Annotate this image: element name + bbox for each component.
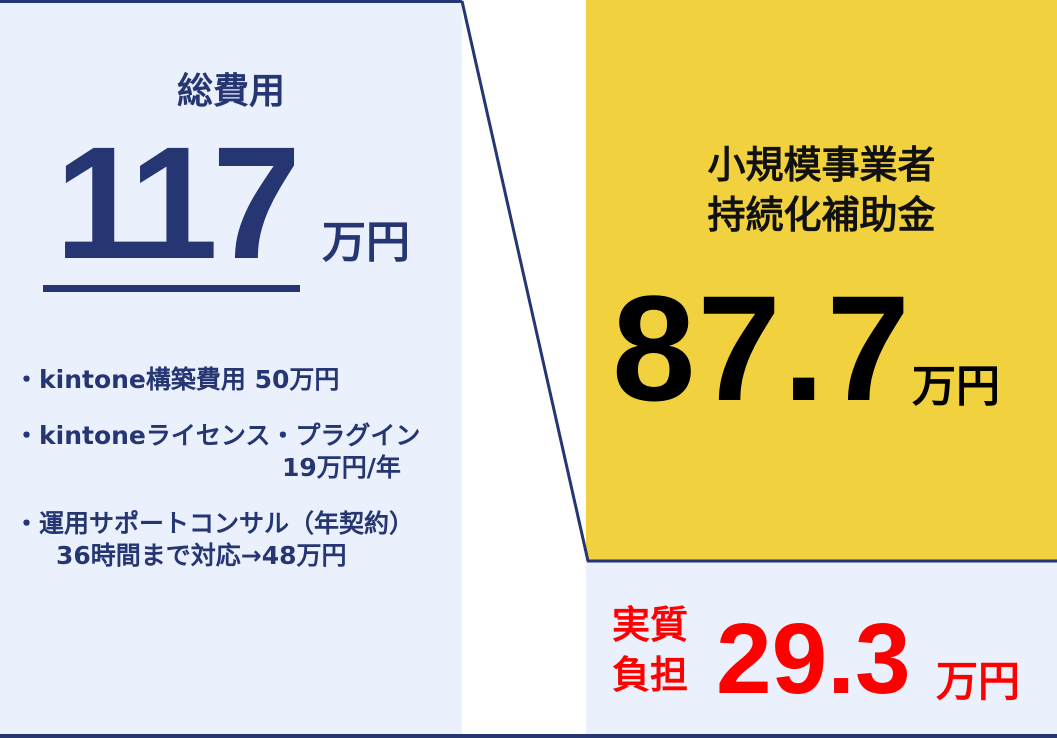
net-cost-panel xyxy=(586,561,1057,738)
cost-item-support-detail: 36時間まで対応→48万円 xyxy=(56,541,347,570)
subsidy-value: 87.7 xyxy=(612,264,912,432)
cost-item-support: ・運用サポートコンサル（年契約） xyxy=(14,509,415,538)
total-cost-title: 総費用 xyxy=(176,71,285,112)
subsidy-panel xyxy=(586,0,1057,561)
cost-item-license: ・kintoneライセンス・プラグイン xyxy=(14,421,421,450)
subsidy-unit: 万円 xyxy=(912,361,1000,412)
cost-item-build: ・kintone構築費用 50万円 xyxy=(14,365,340,394)
net-cost-unit: 万円 xyxy=(936,657,1021,706)
subsidy-title-line2: 持続化補助金 xyxy=(707,193,936,237)
total-cost-value: 117 xyxy=(54,113,301,292)
net-cost-label-line2: 負担 xyxy=(612,653,689,697)
total-cost-underline xyxy=(43,285,300,292)
cost-item-license-price: 19万円/年 xyxy=(282,453,401,482)
total-cost-unit: 万円 xyxy=(322,217,410,268)
net-cost-label: 実質 負担 xyxy=(612,600,688,700)
net-cost-value: 29.3 xyxy=(716,603,911,715)
diagonal-line xyxy=(460,0,590,562)
subsidy-title-line1: 小規模事業者 xyxy=(707,143,936,187)
net-cost-label-line1: 実質 xyxy=(612,603,689,647)
subsidy-title: 小規模事業者 持続化補助金 xyxy=(586,140,1057,240)
total-cost-panel xyxy=(0,0,462,738)
